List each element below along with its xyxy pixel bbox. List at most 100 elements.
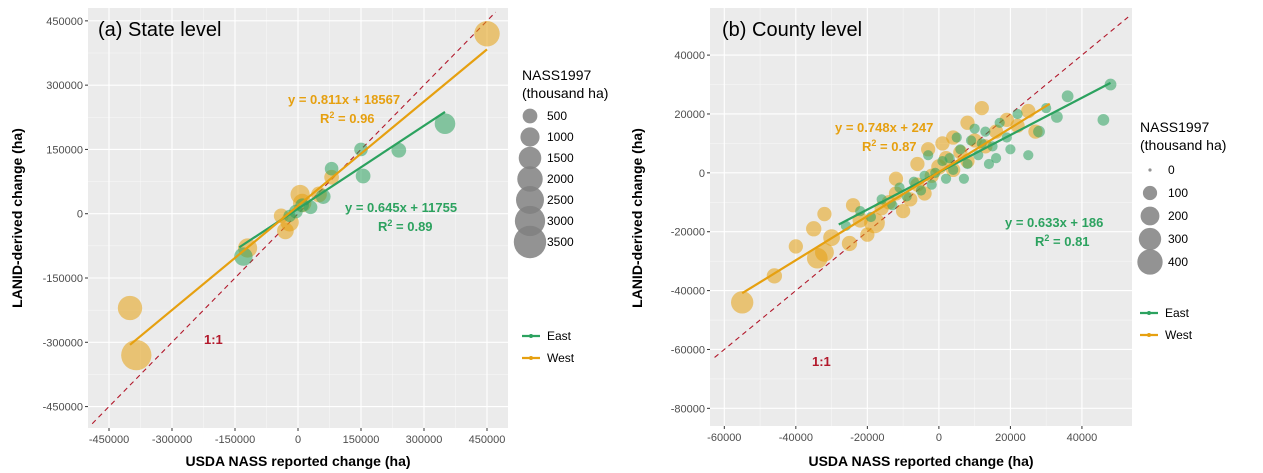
size-legend-label: 2000 [547, 172, 574, 186]
panel-b-color-legend: East West [1140, 306, 1193, 342]
panel-b-y-ticks: -80000 -60000 -40000 -20000 0 20000 40000 [671, 50, 710, 415]
data-point-east [315, 189, 331, 204]
data-point-west [121, 339, 152, 371]
data-point-west [788, 239, 803, 254]
data-point-east [354, 142, 368, 157]
panel-a-legend-title-line2: (thousand ha) [522, 85, 608, 101]
data-point-east [969, 123, 980, 134]
fit-line-east [838, 81, 1112, 226]
y-tick-label: -450000 [43, 402, 83, 414]
x-tick-label: -450000 [89, 434, 129, 446]
size-legend-label: 0 [1168, 163, 1175, 177]
data-point-east [324, 161, 339, 176]
panel-b-west-r2: R2 = 0.87 [862, 138, 917, 154]
data-point-west [817, 206, 832, 222]
size-legend-key [520, 127, 540, 147]
x-tick-label: -20000 [850, 432, 884, 444]
size-legend-key [1140, 206, 1160, 226]
panel-b-legend-title-line2: (thousand ha) [1140, 137, 1226, 153]
data-point-east [391, 142, 407, 158]
x-tick-label: -300000 [152, 434, 192, 446]
data-point-east [1033, 125, 1045, 138]
y-tick-label: 0 [699, 168, 705, 180]
panel-b-title: (b) County level [722, 19, 862, 41]
panel-a-fit-lines [129, 48, 488, 346]
panel-b-one-to-one-label: 1:1 [812, 354, 831, 369]
data-point-west [841, 235, 858, 252]
panel-b-fit-lines [741, 81, 1112, 295]
y-tick-label: -40000 [671, 286, 705, 298]
panel-a-one-to-one-label: 1:1 [204, 332, 223, 347]
data-point-east [937, 155, 948, 167]
data-point-east [1023, 150, 1034, 161]
panel-b-legend: NASS1997 (thousand ha) 0 100 200 300 400 Eas… [1137, 119, 1226, 342]
panel-a-x-ticks: -450000 -300000 -150000 0 150000 300000 450000 [89, 428, 506, 446]
data-point-west [815, 242, 834, 262]
data-point-east [1051, 111, 1063, 123]
size-legend-key [1148, 168, 1152, 172]
data-point-east [955, 144, 966, 155]
x-tick-label: 20000 [995, 432, 1026, 444]
data-point-east [926, 179, 937, 190]
size-legend-key [513, 225, 547, 259]
y-tick-label: -80000 [671, 403, 705, 415]
x-tick-label: 450000 [469, 434, 506, 446]
y-tick-label: -20000 [671, 227, 705, 239]
panel-b-west-equation: y = 0.748x + 247 [835, 120, 933, 135]
data-point-east [980, 126, 991, 137]
size-legend-label: 3500 [547, 235, 574, 249]
x-tick-label: -40000 [779, 432, 813, 444]
y-tick-label: -300000 [43, 337, 83, 349]
size-legend-label: 200 [1168, 209, 1188, 223]
panel-a-x-axis-title: USDA NASS reported change (ha) [185, 453, 410, 469]
data-point-east [915, 185, 927, 196]
size-legend-key [1142, 185, 1158, 201]
data-point-east [923, 150, 934, 161]
data-point-west [895, 203, 911, 219]
panel-state-level: -450000 -300000 -150000 0 150000 300000 450000… [9, 8, 508, 469]
data-point-east [940, 173, 952, 184]
panel-a-y-axis-title: LANID-derived change (ha) [9, 128, 25, 308]
size-legend-label: 300 [1168, 232, 1188, 246]
y-tick-label: 150000 [46, 144, 83, 156]
color-legend-key-dot [529, 356, 533, 360]
x-tick-label: -150000 [215, 434, 255, 446]
panel-b-legend-title-line1: NASS1997 [1140, 119, 1209, 135]
panel-a-size-legend: 500 1000 1500 2000 2500 3000 3500 [513, 108, 574, 259]
data-point-west [277, 222, 294, 240]
x-tick-label: 40000 [1067, 432, 1098, 444]
panel-b-size-legend: 0 100 200 300 400 [1137, 163, 1188, 275]
panel-b-east-r2: R2 = 0.81 [1035, 233, 1090, 249]
size-legend-label: 2500 [547, 193, 574, 207]
data-point-east [951, 132, 962, 143]
x-tick-label: 0 [295, 434, 301, 446]
size-legend-key [517, 166, 543, 192]
y-tick-label: -60000 [671, 344, 705, 356]
data-point-east [991, 153, 1002, 164]
panel-a-west-r2: R2 = 0.96 [320, 110, 375, 126]
data-point-east [958, 173, 970, 184]
y-tick-label: 20000 [674, 109, 705, 121]
color-legend-key-dot [529, 334, 533, 338]
panel-a-east-r2: R2 = 0.89 [378, 218, 433, 234]
panel-a-legend: NASS1997 (thousand ha) 500 1000 1500 2000 25… [513, 67, 608, 365]
x-tick-label: 150000 [343, 434, 380, 446]
data-point-west [888, 171, 904, 186]
size-legend-label: 400 [1168, 255, 1188, 269]
size-legend-label: 500 [547, 109, 567, 123]
data-point-east [1005, 144, 1016, 155]
size-legend-key [522, 108, 538, 124]
data-point-west [117, 295, 143, 321]
data-point-west [935, 136, 950, 151]
panel-county-level: -60000 -40000 -20000 0 20000 40000 -80000-600… [629, 8, 1132, 469]
size-legend-key [516, 186, 544, 214]
color-legend-label: West [1165, 328, 1193, 342]
fit-line-west [741, 102, 1051, 295]
data-point-east [434, 113, 456, 135]
panel-b-east-equation: y = 0.633x + 186 [1005, 215, 1103, 230]
size-legend-key [1137, 249, 1163, 275]
data-point-east [894, 182, 905, 193]
data-point-west [806, 221, 822, 237]
y-tick-label: 0 [77, 209, 83, 221]
y-tick-label: 450000 [46, 16, 83, 28]
